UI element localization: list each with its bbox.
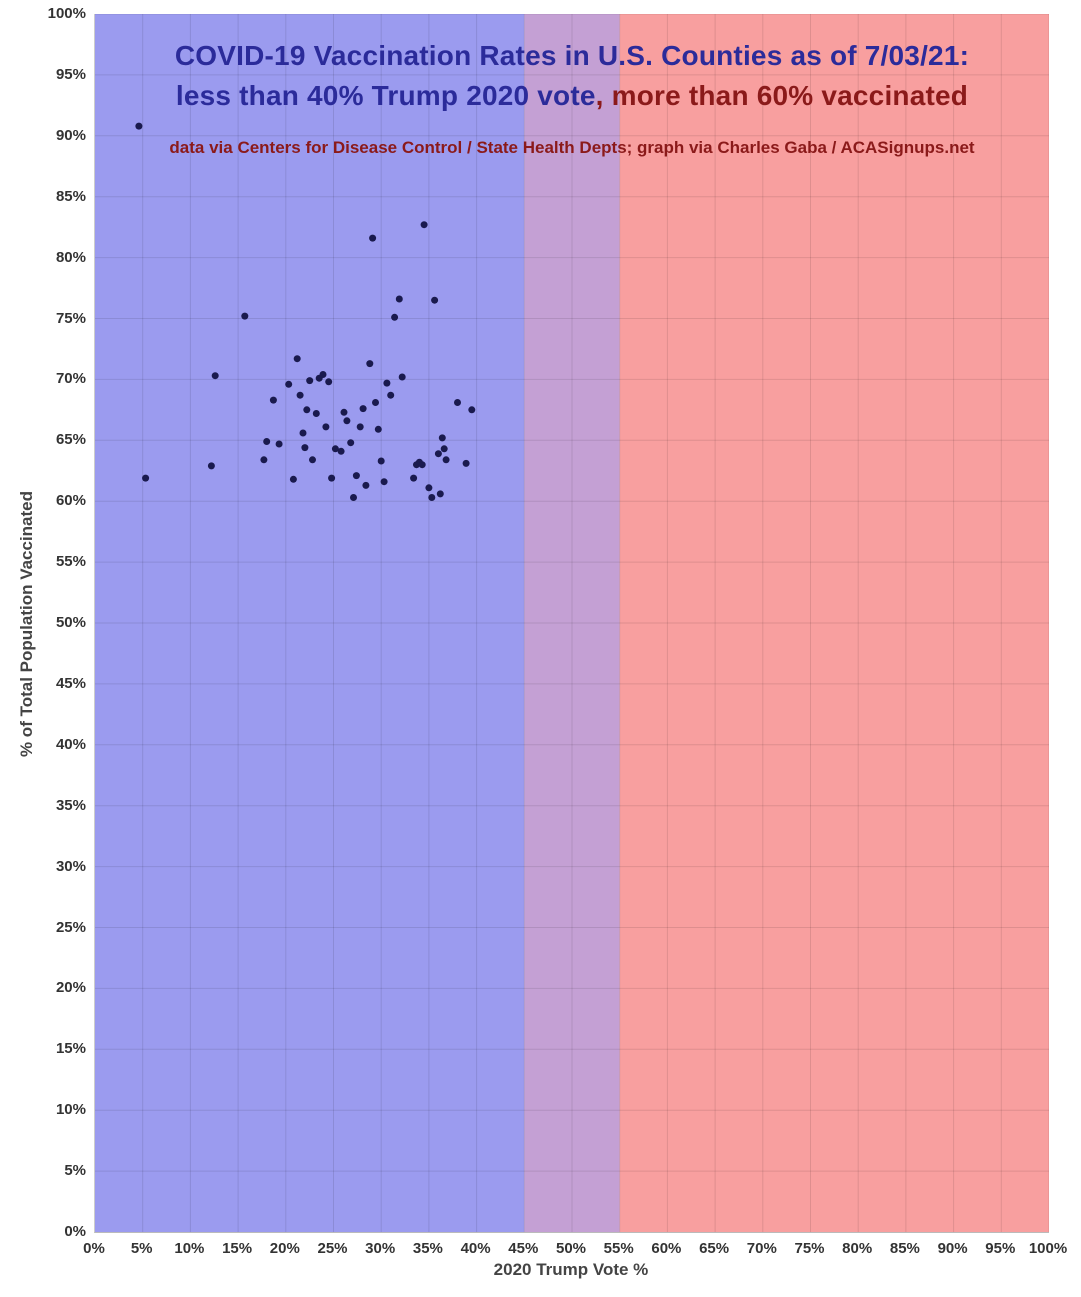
y-tick-label: 55%: [55, 553, 86, 571]
x-tick-label: 60%: [651, 1240, 682, 1257]
y-tick-label: 50%: [55, 614, 86, 631]
y-tick-label: 10%: [55, 1101, 86, 1119]
x-axis-title: 2020 Trump Vote %: [493, 1260, 649, 1279]
x-tick-label: 20%: [269, 1240, 300, 1257]
x-tick-label: 35%: [412, 1240, 443, 1257]
y-tick-label: 5%: [64, 1162, 86, 1180]
plot-area: COVID-19 Vaccination Rates in U.S. Count…: [94, 14, 1049, 1233]
x-tick-label: 10%: [174, 1240, 205, 1257]
y-tick-label: 100%: [47, 5, 86, 22]
x-tick-label: 5%: [130, 1240, 153, 1257]
x-tick-label: 45%: [508, 1240, 539, 1257]
x-tick-label: 95%: [985, 1240, 1016, 1257]
y-tick-label: 45%: [55, 674, 86, 692]
x-tick-label: 15%: [222, 1240, 253, 1257]
x-tick-label: 75%: [794, 1240, 825, 1257]
x-tick-label: 85%: [889, 1240, 920, 1257]
x-tick-label: 25%: [317, 1240, 348, 1257]
plot-canvas: [95, 14, 1049, 1232]
x-tick-label: 70%: [746, 1240, 777, 1257]
x-tick-label: 0%: [83, 1240, 105, 1257]
x-tick-label: 80%: [842, 1240, 873, 1257]
x-tick-label: 55%: [603, 1240, 634, 1257]
x-tick-label: 65%: [699, 1240, 730, 1257]
x-tick-label: 90%: [937, 1240, 968, 1257]
y-tick-label: 80%: [55, 248, 86, 266]
y-tick-label: 75%: [55, 309, 86, 327]
x-tick-label: 40%: [460, 1240, 491, 1257]
y-tick-label: 65%: [55, 431, 86, 449]
y-tick-label: 60%: [55, 492, 86, 510]
y-tick-label: 0%: [64, 1223, 86, 1240]
y-tick-label: 15%: [55, 1040, 86, 1058]
x-tick-label: 30%: [365, 1240, 396, 1257]
y-tick-label: 30%: [55, 857, 86, 875]
y-tick-label: 35%: [55, 796, 86, 814]
y-tick-label: 70%: [55, 370, 86, 388]
x-tick-label: 100%: [1028, 1240, 1068, 1257]
y-tick-label: 90%: [55, 126, 86, 144]
y-tick-label: 95%: [55, 65, 86, 83]
y-tick-label: 20%: [55, 979, 86, 997]
x-tick-label: 50%: [555, 1240, 587, 1257]
y-tick-label: 25%: [55, 918, 86, 936]
y-tick-label: 85%: [55, 187, 86, 205]
y-tick-label: 40%: [55, 735, 86, 753]
